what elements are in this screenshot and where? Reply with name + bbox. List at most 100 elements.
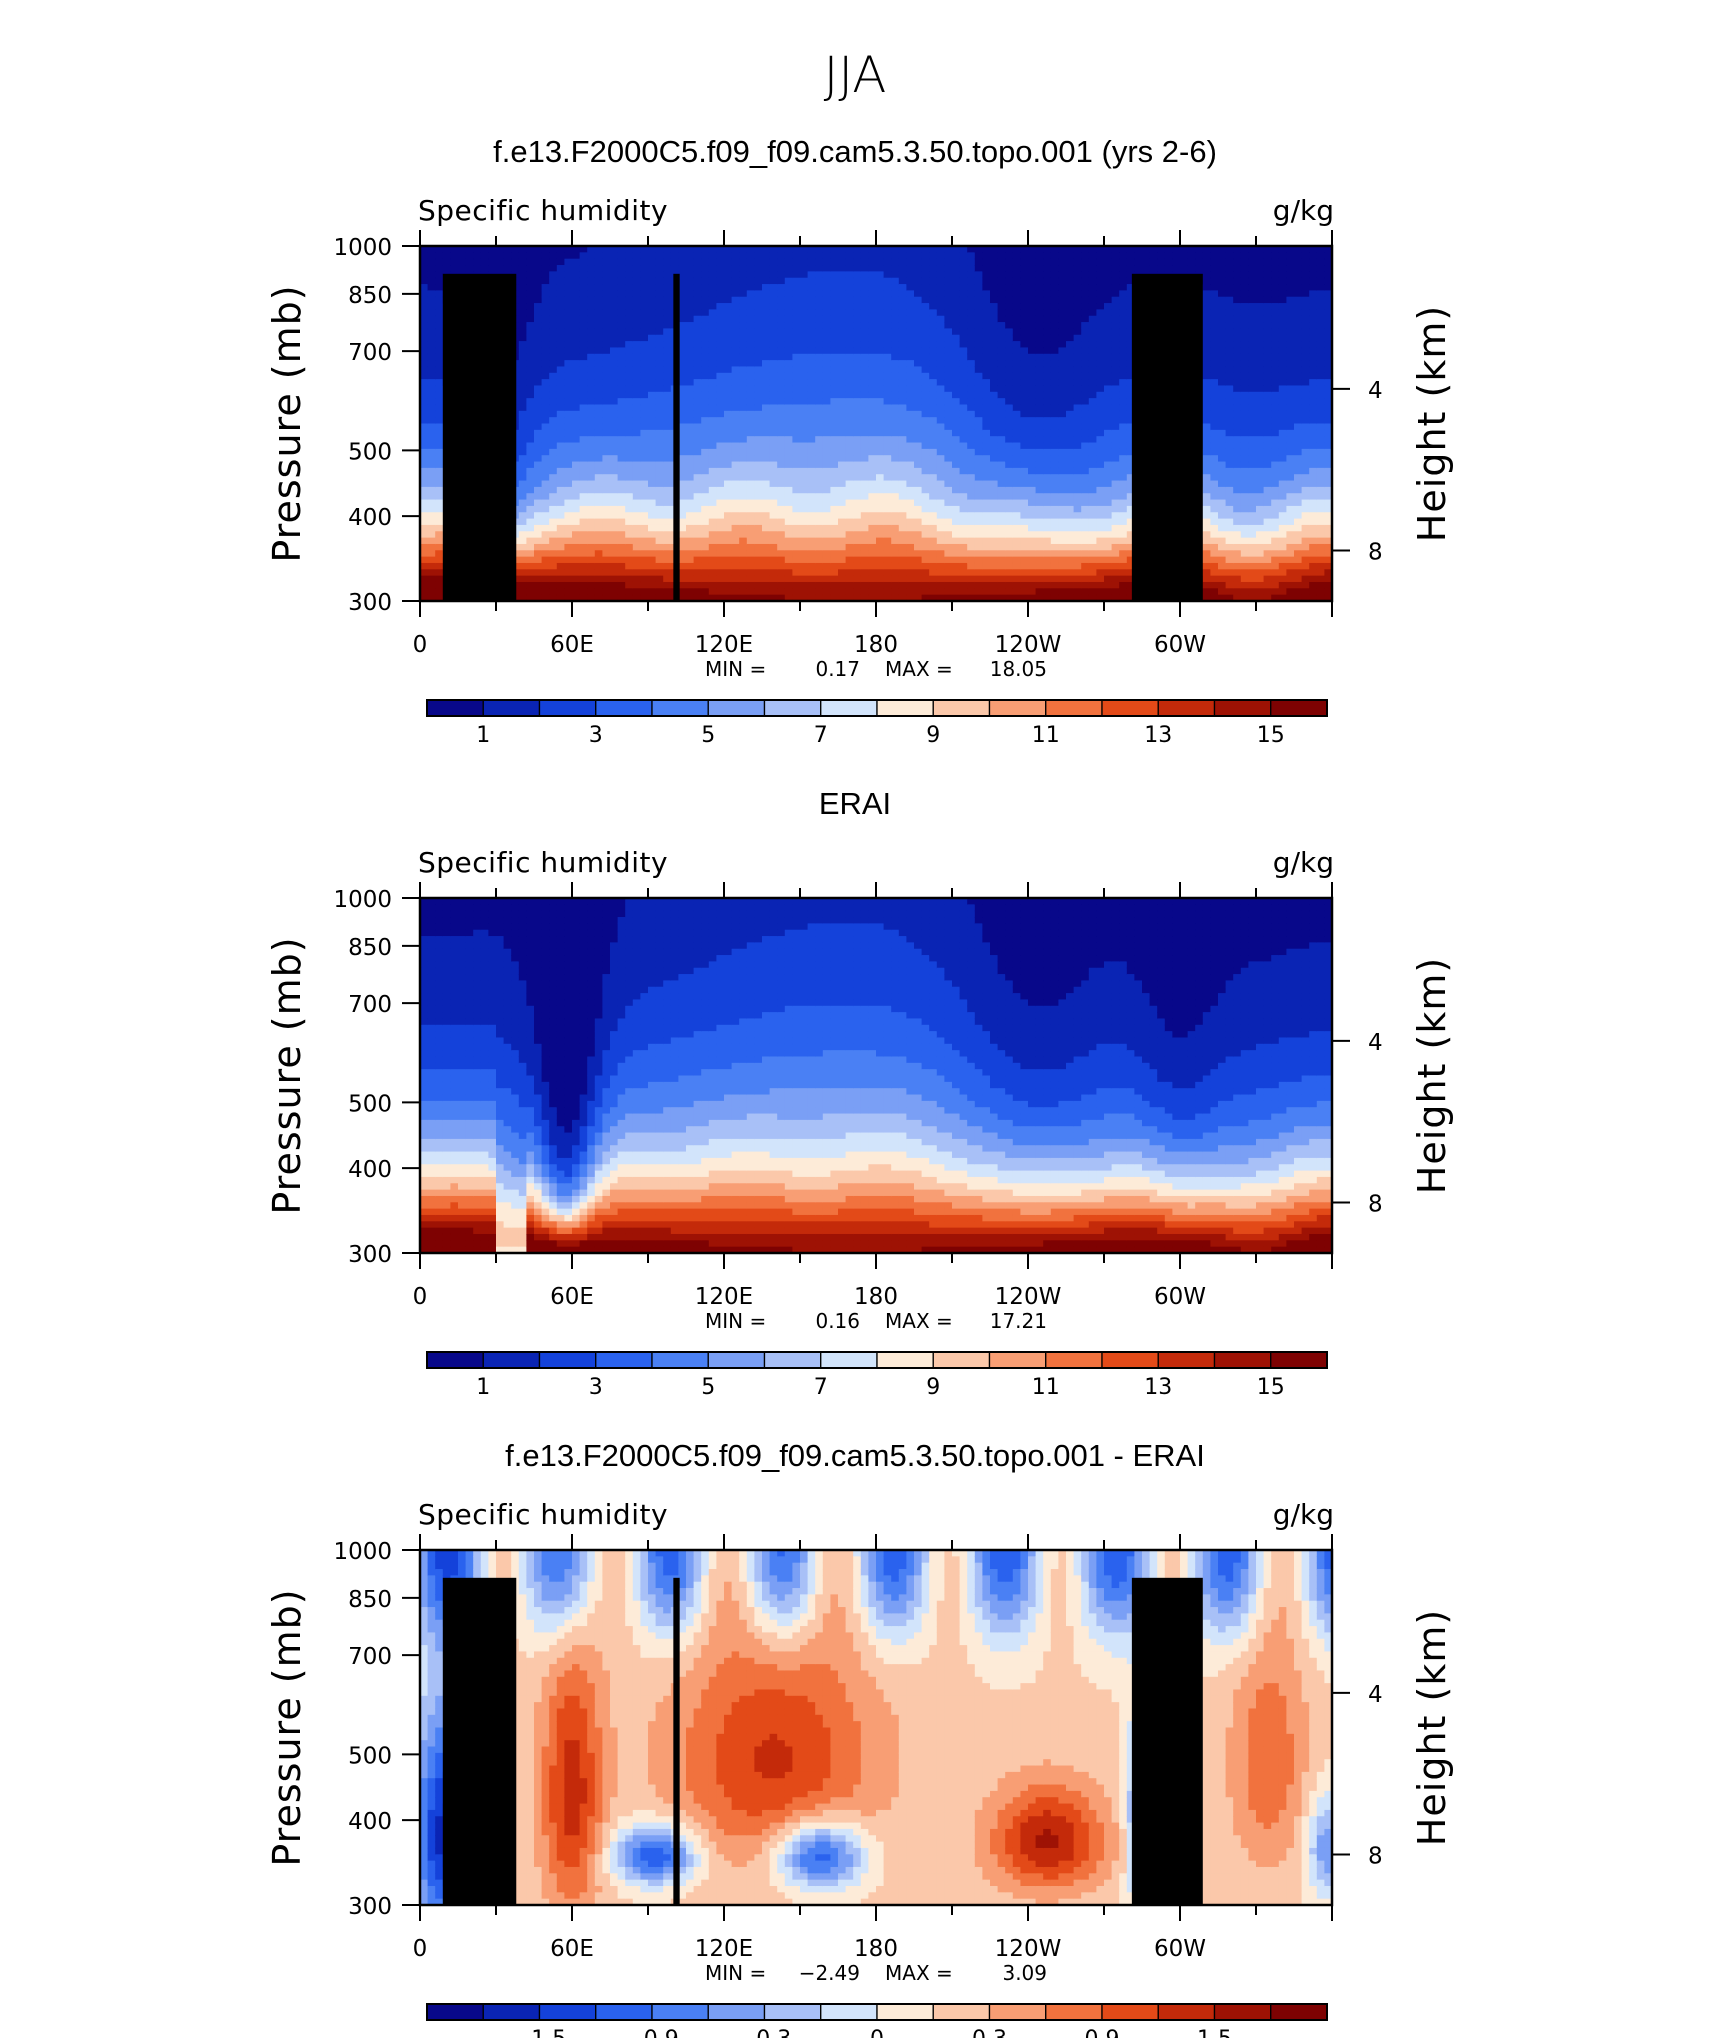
contour-cell bbox=[982, 461, 991, 469]
contour-cell bbox=[822, 404, 831, 412]
contour-cell bbox=[678, 442, 687, 450]
contour-cell bbox=[640, 309, 649, 317]
contour-cell bbox=[792, 246, 801, 253]
contour-cell bbox=[784, 480, 793, 488]
contour-cell bbox=[1005, 328, 1014, 336]
contour-cell bbox=[754, 455, 763, 463]
contour-cell bbox=[549, 246, 558, 253]
contour-cell bbox=[526, 303, 535, 310]
contour-cell bbox=[632, 474, 641, 482]
contour-cell bbox=[784, 391, 793, 399]
contour-cell bbox=[427, 391, 436, 399]
contour-cell bbox=[876, 417, 885, 425]
contour-cell bbox=[739, 467, 748, 475]
contour-cell bbox=[883, 537, 892, 545]
contour-cell bbox=[807, 372, 816, 380]
contour-cell bbox=[739, 265, 748, 272]
contour-cell bbox=[435, 271, 444, 279]
contour-cell bbox=[952, 442, 961, 450]
contour-cell bbox=[1005, 334, 1014, 342]
contour-cell bbox=[1058, 588, 1067, 596]
contour-cell bbox=[678, 328, 687, 336]
contour-cell bbox=[1081, 334, 1090, 342]
contour-cell bbox=[1035, 474, 1044, 482]
contour-cell bbox=[967, 246, 976, 253]
contour-cell bbox=[800, 461, 809, 469]
contour-cell bbox=[944, 550, 953, 558]
contour-cell bbox=[701, 581, 710, 589]
contour-cell bbox=[982, 562, 991, 570]
contour-cell bbox=[982, 448, 991, 456]
contour-cell bbox=[914, 581, 923, 589]
contour-cell bbox=[587, 341, 596, 349]
contour-cell bbox=[853, 461, 862, 469]
contour-cell bbox=[762, 290, 771, 298]
contour-cell bbox=[1073, 588, 1082, 596]
contour-cell bbox=[807, 353, 816, 361]
contour-cell bbox=[990, 467, 999, 475]
contour-cell bbox=[944, 531, 953, 539]
contour-cell bbox=[541, 284, 550, 291]
contour-cell bbox=[784, 436, 793, 444]
contour-cell bbox=[876, 322, 885, 330]
contour-cell bbox=[815, 347, 824, 355]
contour-cell bbox=[990, 562, 999, 570]
contour-cell bbox=[936, 569, 945, 577]
contour-cell bbox=[830, 360, 839, 368]
contour-cell bbox=[1058, 322, 1067, 330]
contour-cell bbox=[868, 296, 877, 304]
contour-cell bbox=[655, 486, 664, 494]
contour-cell bbox=[602, 594, 611, 601]
contour-cell bbox=[974, 467, 983, 475]
contour-cell bbox=[1050, 499, 1059, 507]
contour-cell bbox=[777, 531, 786, 539]
contour-cell bbox=[610, 467, 619, 475]
contour-cell bbox=[800, 588, 809, 596]
contour-cell bbox=[898, 550, 907, 558]
contour-cell bbox=[427, 404, 436, 412]
contour-cell bbox=[655, 404, 664, 412]
contour-cell bbox=[853, 303, 862, 310]
contour-cell bbox=[777, 277, 786, 285]
contour-cell bbox=[883, 271, 892, 279]
contour-cell bbox=[625, 290, 634, 298]
contour-cell bbox=[1005, 379, 1014, 387]
contour-cell bbox=[686, 353, 695, 361]
contour-cell bbox=[420, 575, 429, 583]
contour-cell bbox=[632, 284, 641, 291]
contour-cell bbox=[990, 391, 999, 399]
contour-cell bbox=[1020, 429, 1029, 437]
contour-cell bbox=[686, 588, 695, 596]
contour-cell bbox=[473, 252, 482, 260]
contour-cell bbox=[784, 423, 793, 431]
contour-cell bbox=[625, 429, 634, 437]
contour-cell bbox=[541, 480, 550, 488]
contour-cell bbox=[1081, 594, 1090, 601]
contour-cell bbox=[929, 594, 938, 601]
contour-cell bbox=[959, 353, 968, 361]
contour-cell bbox=[1028, 537, 1037, 545]
contour-cell bbox=[876, 258, 885, 266]
contour-cell bbox=[883, 322, 892, 330]
contour-cell bbox=[427, 277, 436, 285]
contour-cell bbox=[845, 360, 854, 368]
contour-cell bbox=[640, 290, 649, 298]
contour-cell bbox=[625, 372, 634, 380]
contour-cell bbox=[1081, 417, 1090, 425]
contour-cell bbox=[541, 398, 550, 406]
contour-cell bbox=[891, 581, 900, 589]
contour-cell bbox=[914, 385, 923, 393]
contour-cell bbox=[724, 480, 733, 488]
contour-cell bbox=[830, 315, 839, 323]
contour-cell bbox=[458, 252, 467, 260]
contour-cell bbox=[587, 372, 596, 380]
contour-cell bbox=[898, 391, 907, 399]
contour-cell bbox=[838, 562, 847, 570]
contour-cell bbox=[701, 537, 710, 545]
contour-cell bbox=[526, 265, 535, 272]
contour-cell bbox=[640, 467, 649, 475]
contour-cell bbox=[1073, 474, 1082, 482]
contour-cell bbox=[731, 569, 740, 577]
contour-cell bbox=[1066, 290, 1075, 298]
contour-cell bbox=[860, 417, 869, 425]
